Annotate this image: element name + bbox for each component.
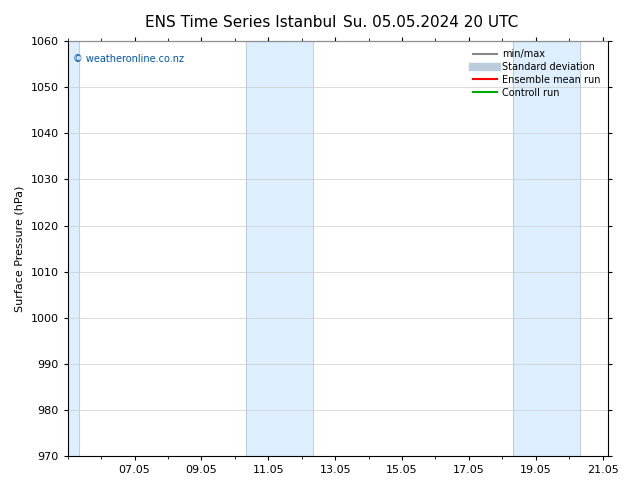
Text: Su. 05.05.2024 20 UTC: Su. 05.05.2024 20 UTC	[344, 15, 519, 30]
Bar	[514, 41, 580, 456]
Bar	[246, 41, 313, 456]
Text: © weatheronline.co.nz: © weatheronline.co.nz	[73, 54, 184, 64]
Text: ENS Time Series Istanbul: ENS Time Series Istanbul	[145, 15, 337, 30]
Bar	[68, 41, 79, 456]
Legend: min/max, Standard deviation, Ensemble mean run, Controll run: min/max, Standard deviation, Ensemble me…	[470, 46, 604, 100]
Y-axis label: Surface Pressure (hPa): Surface Pressure (hPa)	[15, 185, 25, 312]
